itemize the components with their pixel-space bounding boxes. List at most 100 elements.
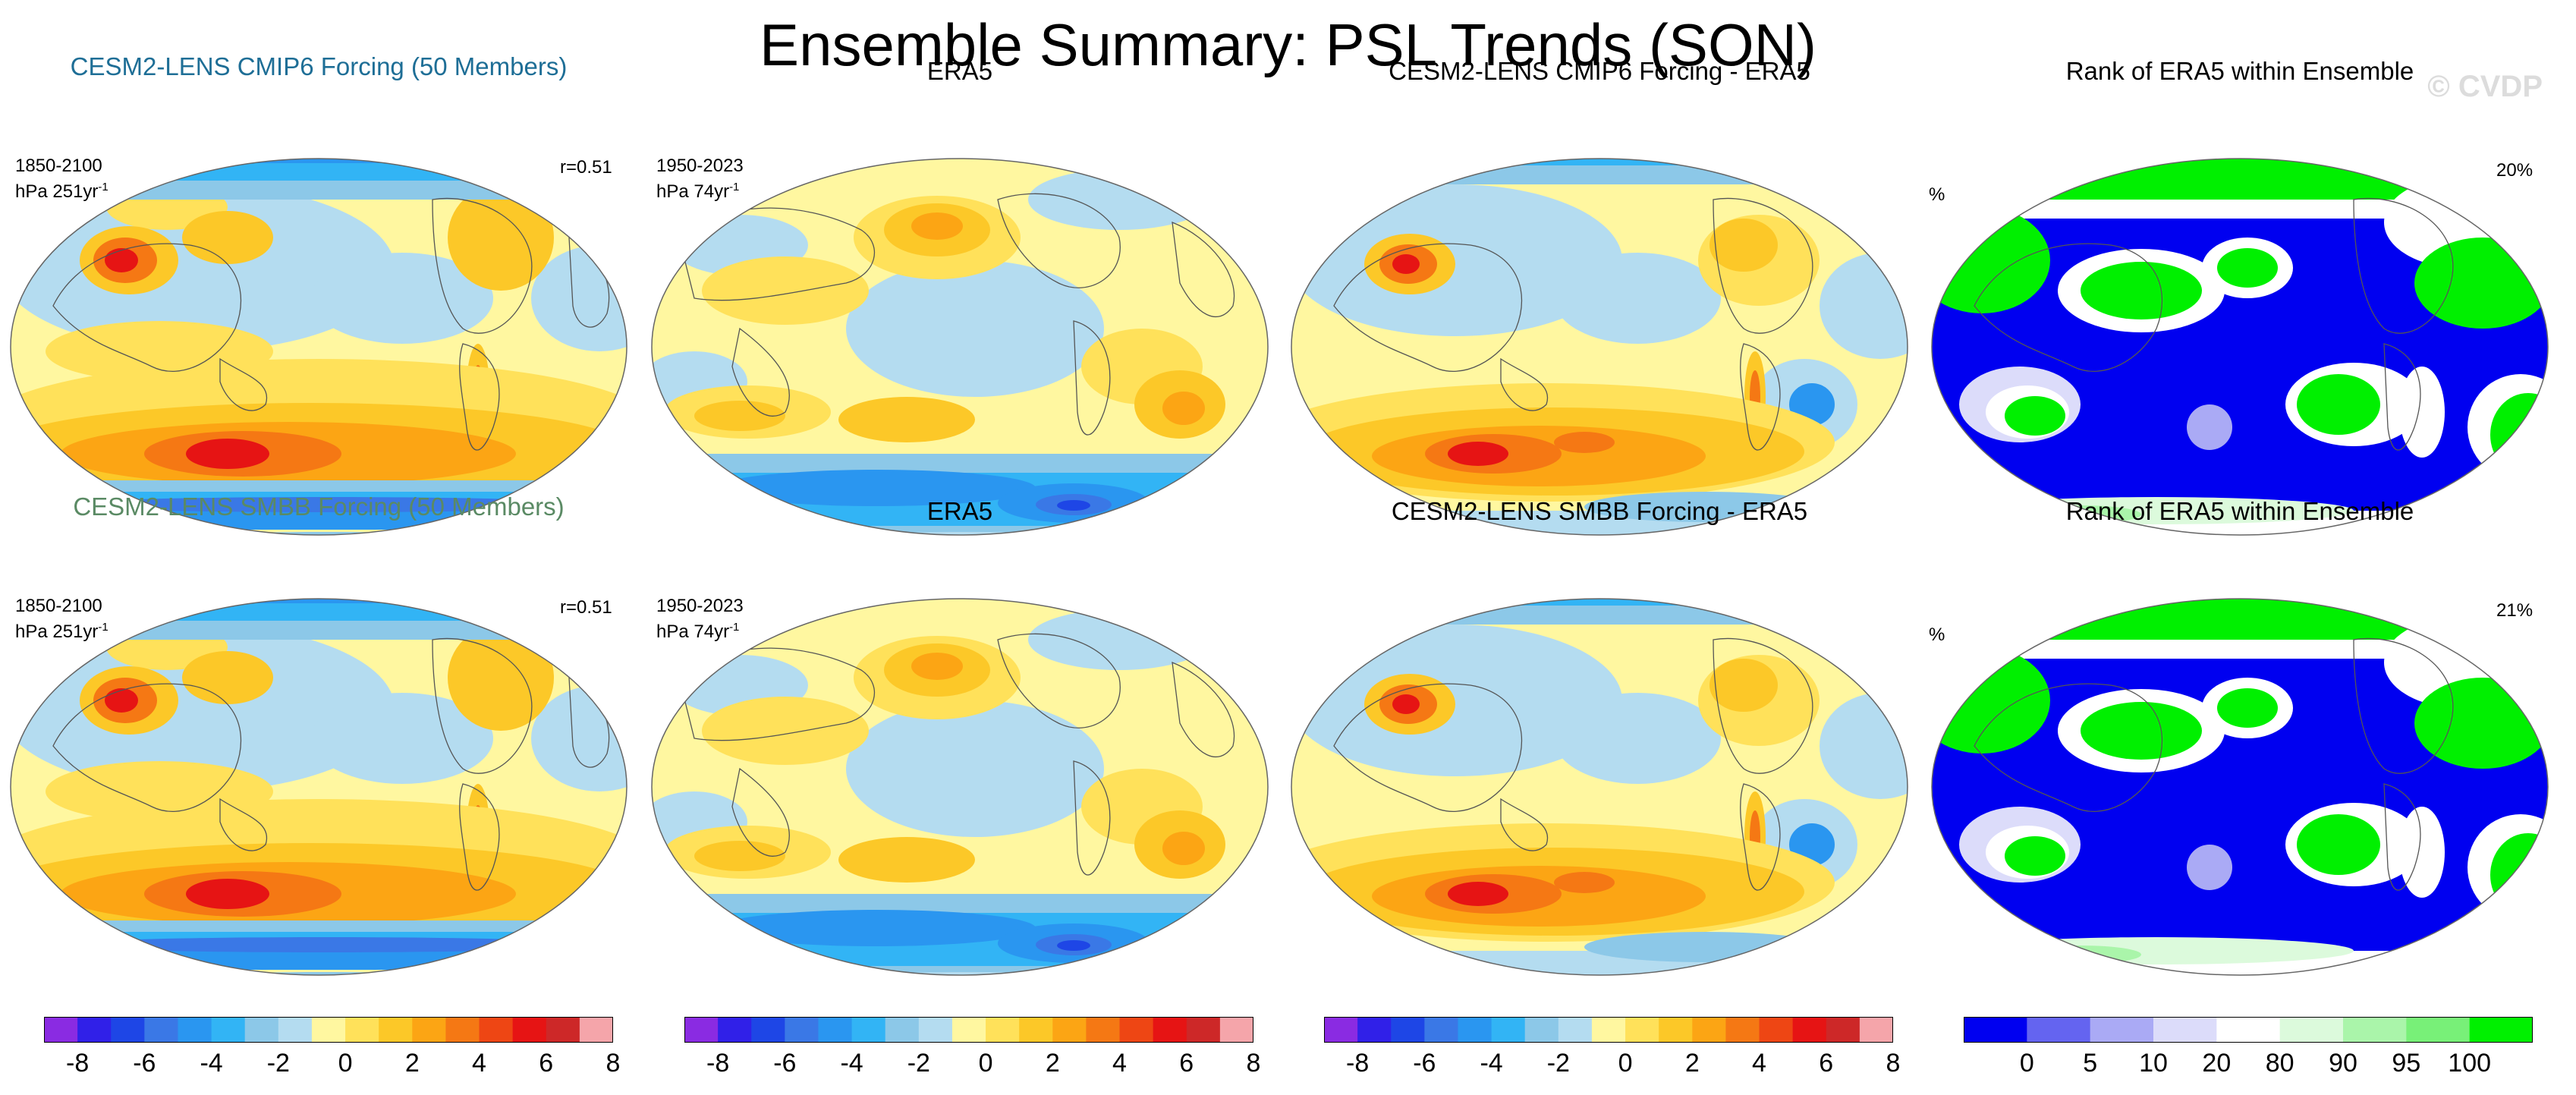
- colorbar-swatch: [818, 1017, 853, 1043]
- units-exponent: -1: [98, 181, 109, 194]
- era5-period-units-row1: 1950-2023 hPa 74yr-1: [656, 156, 744, 203]
- colorbar-swatch: [579, 1017, 613, 1043]
- colorbar-tick-label: -2: [907, 1049, 930, 1078]
- model-panel-title-row2: CESM2-LENS SMBB Forcing (50 Members): [73, 492, 565, 521]
- era5-panel-title-row2: ERA5: [926, 497, 993, 525]
- colorbar-tick-label: -2: [1546, 1049, 1570, 1078]
- colorbar-swatch: [1964, 1017, 2027, 1043]
- colorbar-swatch: [1324, 1017, 1358, 1043]
- colorbar-tick-label: 8: [605, 1049, 621, 1078]
- difference-panel-title-row1: CESM2-LENS CMIP6 Forcing - ERA5: [1389, 57, 1810, 85]
- rank-colorbar-tick-label: 0: [2019, 1049, 2034, 1078]
- units-exponent: -1: [729, 181, 740, 194]
- colorbar-tick-label: -8: [65, 1049, 90, 1078]
- colorbar-swatch: [345, 1017, 379, 1043]
- colorbar-swatch: [1458, 1017, 1492, 1043]
- colorbar-swatch: [278, 1017, 313, 1043]
- colorbar-tick-label: 4: [1112, 1049, 1127, 1078]
- colorbar-swatch: [1759, 1017, 1794, 1043]
- colorbar-tick-label: 6: [1819, 1049, 1834, 1078]
- colorbar-tick-label: 8: [1886, 1049, 1901, 1078]
- colorbar-swatch: [1119, 1017, 1154, 1043]
- colorbar-trend-2: [684, 1017, 1253, 1043]
- rank-map-row1: [1931, 158, 2549, 536]
- colorbar-swatch: [2153, 1017, 2217, 1043]
- colorbar-swatch: [1357, 1017, 1392, 1043]
- colorbar-swatch: [2469, 1017, 2533, 1043]
- colorbar-swatch: [1591, 1017, 1626, 1043]
- colorbar-swatch: [1826, 1017, 1860, 1043]
- colorbar-swatch: [2406, 1017, 2471, 1043]
- model-period-units-row2: 1850-2100 hPa 251yr-1: [15, 596, 109, 643]
- period-label: 1950-2023: [656, 596, 744, 616]
- colorbar-swatch: [2279, 1017, 2344, 1043]
- colorbar-tick-label: -6: [1413, 1049, 1436, 1078]
- colorbar-trend-3: [1324, 1017, 1893, 1043]
- colorbar-tick-label: 2: [404, 1049, 420, 1078]
- units-text: hPa 251yr: [15, 621, 99, 642]
- model-trend-map-row1: [10, 158, 627, 536]
- difference-map-row2: [1291, 598, 1908, 976]
- colorbar-swatch: [1692, 1017, 1726, 1043]
- period-label: 1850-2100: [15, 596, 102, 616]
- units-exponent: -1: [98, 621, 109, 634]
- colorbar-frame: [684, 1017, 1253, 1043]
- model-period-units-row1: 1850-2100 hPa 251yr-1: [15, 156, 109, 203]
- colorbar-trend-1: [44, 1017, 613, 1043]
- units-label: hPa 251yr-1: [15, 177, 109, 203]
- colorbar-swatch: [1153, 1017, 1187, 1043]
- rank-colorbar-tick-label: 95: [2392, 1049, 2421, 1078]
- rank-colorbar-tick-label: 80: [2265, 1049, 2294, 1078]
- rank-unit-label-row2: %: [1929, 625, 1945, 645]
- colorbar-swatch: [1086, 1017, 1121, 1043]
- colorbar-swatch: [2090, 1017, 2154, 1043]
- colorbar-swatch: [951, 1017, 986, 1043]
- rank-area-percent-row2: 21%: [2496, 600, 2534, 621]
- units-label: hPa 74yr-1: [656, 617, 744, 643]
- colorbar-tick-label: -4: [840, 1049, 863, 1078]
- colorbar-swatch: [1391, 1017, 1425, 1043]
- colorbar-tick-label: -6: [773, 1049, 797, 1078]
- model-panel-title-row1: CESM2-LENS CMIP6 Forcing (50 Members): [70, 52, 568, 80]
- colorbar-frame: [1964, 1017, 2533, 1043]
- colorbar-swatch: [1792, 1017, 1827, 1043]
- colorbar-swatch: [2343, 1017, 2407, 1043]
- colorbar-swatch: [479, 1017, 514, 1043]
- colorbar-swatch: [311, 1017, 346, 1043]
- colorbar-swatch: [244, 1017, 279, 1043]
- colorbar-tick-label: -8: [706, 1049, 730, 1078]
- colorbar-tick-label: 4: [1752, 1049, 1766, 1078]
- rank-map-row2: [1931, 598, 2549, 976]
- colorbar-swatch: [1625, 1017, 1659, 1043]
- difference-panel-title-row2: CESM2-LENS SMBB Forcing - ERA5: [1391, 497, 1808, 525]
- units-exponent: -1: [729, 621, 740, 634]
- colorbar-swatch: [1725, 1017, 1760, 1043]
- colorbar-swatch: [412, 1017, 446, 1043]
- colorbar-tick-label: 4: [472, 1049, 486, 1078]
- colorbar-swatch: [885, 1017, 920, 1043]
- units-text: hPa 74yr: [656, 621, 730, 642]
- difference-map-row1: [1291, 158, 1908, 536]
- colorbar-tick-label: 8: [1246, 1049, 1261, 1078]
- era5-trend-map-row1: [651, 158, 1269, 536]
- colorbar-tick-label: 2: [1684, 1049, 1700, 1078]
- colorbar-tick-label: -6: [133, 1049, 156, 1078]
- colorbar-swatch: [1186, 1017, 1221, 1043]
- colorbar-swatch: [986, 1017, 1020, 1043]
- colorbar-tick-label: 0: [978, 1049, 993, 1078]
- colorbar-tick-label: -2: [266, 1049, 290, 1078]
- units-text: hPa 251yr: [15, 181, 99, 202]
- model-trend-map-row2: [10, 598, 627, 976]
- correlation-label-row1: r=0.51: [560, 157, 612, 178]
- colorbar-swatch: [718, 1017, 752, 1043]
- colorbar-swatch: [684, 1017, 719, 1043]
- colorbar-swatch: [512, 1017, 547, 1043]
- era5-trend-map-row2: [651, 598, 1269, 976]
- colorbar-swatch: [546, 1017, 580, 1043]
- colorbar-swatch: [111, 1017, 145, 1043]
- era5-period-units-row2: 1950-2023 hPa 74yr-1: [656, 596, 744, 643]
- colorbar-swatch: [1019, 1017, 1053, 1043]
- rank-unit-label-row1: %: [1929, 184, 1945, 205]
- colorbar-tick-label: -4: [200, 1049, 223, 1078]
- colorbar-tick-label: 6: [539, 1049, 554, 1078]
